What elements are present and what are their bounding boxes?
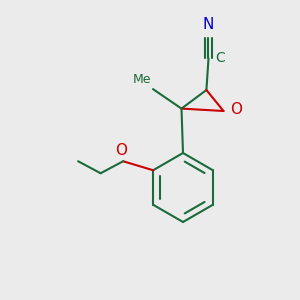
Text: O: O — [116, 143, 128, 158]
Text: N: N — [203, 17, 214, 32]
Text: Me: Me — [133, 73, 152, 86]
Text: C: C — [215, 52, 225, 65]
Text: O: O — [230, 102, 242, 117]
